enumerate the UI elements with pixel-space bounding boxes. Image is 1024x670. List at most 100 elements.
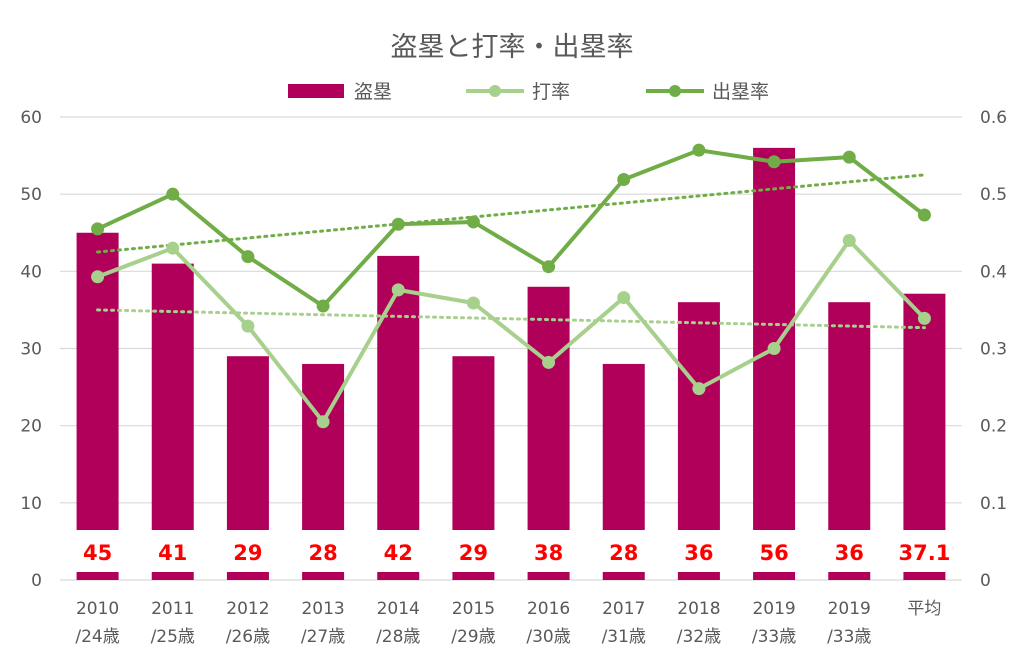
bar-data-label: 28 <box>308 541 337 565</box>
bar-steals-base <box>226 572 269 580</box>
x-tick-label: 2018 <box>677 599 720 619</box>
point-打率 <box>842 233 856 247</box>
line-series <box>91 143 931 429</box>
point-打率 <box>241 319 255 333</box>
trendline-出塁率 <box>96 173 926 254</box>
right-tick-label: 0.3 <box>980 340 1007 360</box>
x-tick-label: 2016 <box>527 599 570 619</box>
point-出塁率 <box>316 299 330 313</box>
x-tick-label-sub: /30歳 <box>526 627 570 647</box>
chart-title: 盗塁と打率・出塁率 <box>391 32 634 63</box>
right-tick-label: 0.4 <box>980 262 1007 282</box>
point-出塁率 <box>391 217 405 231</box>
bar-data-label: 36 <box>835 541 864 565</box>
bar-steals-base <box>677 572 720 580</box>
point-出塁率 <box>91 222 105 236</box>
bar-data-label: 42 <box>384 541 413 565</box>
point-打率 <box>917 311 931 325</box>
bar-data-label: 45 <box>83 541 112 565</box>
right-tick-label: 0.6 <box>980 108 1007 128</box>
left-tick-label: 30 <box>20 340 42 360</box>
point-出塁率 <box>241 250 255 264</box>
bar-steals <box>602 363 645 530</box>
bar-steals-base <box>377 572 420 580</box>
trendline-打率 <box>96 308 926 330</box>
right-tick-label: 0 <box>980 571 991 591</box>
point-打率 <box>91 270 105 284</box>
gridlines <box>60 116 962 581</box>
left-tick-label: 10 <box>20 494 42 514</box>
bar-steals-base <box>76 572 119 580</box>
x-tick-label-sub: /26歳 <box>226 627 270 647</box>
bar-steals-base <box>151 572 194 580</box>
x-tick-label-sub: /31歳 <box>602 627 646 647</box>
point-出塁率 <box>617 173 631 187</box>
x-tick-label-sub: /33歳 <box>752 627 796 647</box>
legend-item: 盗塁 <box>288 81 392 103</box>
point-打率 <box>166 241 180 255</box>
x-axis: 2010/24歳 2011/25歳 2012/26歳 2013/27歳 2014/28歳… <box>75 599 941 647</box>
bar-steals-base <box>753 572 796 580</box>
legend-label: 出塁率 <box>712 81 769 103</box>
bar-series: 45 41 29 28 42 29 38 28 36 56 36 37.1 <box>76 147 951 580</box>
point-打率 <box>391 283 405 297</box>
right-axis: 0 0.1 0.2 0.3 0.4 0.5 0.6 <box>980 108 1007 591</box>
left-tick-label: 40 <box>20 262 42 282</box>
point-出塁率 <box>166 187 180 201</box>
bar-steals <box>151 263 194 530</box>
bar-steals-base <box>903 572 946 580</box>
x-tick-label-sub: /33歳 <box>827 627 871 647</box>
bar-steals <box>302 363 345 530</box>
legend-label: 打率 <box>532 81 570 103</box>
legend-label: 盗塁 <box>354 81 392 103</box>
point-出塁率 <box>466 215 480 229</box>
bar-steals <box>677 302 720 530</box>
bar-data-label: 28 <box>609 541 638 565</box>
right-tick-label: 0.2 <box>980 417 1007 437</box>
bar-data-label: 37.1 <box>899 541 951 565</box>
legend-swatch-marker <box>489 85 501 97</box>
x-tick-label-sub: /32歳 <box>677 627 721 647</box>
point-出塁率 <box>842 150 856 164</box>
bar-steals <box>226 356 269 530</box>
left-tick-label: 20 <box>20 417 42 437</box>
point-出塁率 <box>692 143 706 157</box>
left-tick-label: 0 <box>31 571 42 591</box>
bar-steals-base <box>452 572 495 580</box>
x-tick-label-sub: /28歳 <box>376 627 420 647</box>
point-打率 <box>542 355 556 369</box>
bar-data-label: 29 <box>233 541 262 565</box>
bar-steals <box>753 147 796 530</box>
x-tick-label: 平均 <box>907 599 941 619</box>
legend-swatch-marker <box>669 85 681 97</box>
right-tick-label: 0.1 <box>980 494 1007 514</box>
x-tick-label-sub: /27歳 <box>301 627 345 647</box>
legend-item: 出塁率 <box>646 81 769 103</box>
point-出塁率 <box>917 208 931 222</box>
bar-steals <box>903 293 946 530</box>
point-打率 <box>466 296 480 310</box>
bar-steals <box>828 302 871 530</box>
point-打率 <box>767 342 781 355</box>
bar-data-label: 38 <box>534 541 563 565</box>
bar-steals-base <box>302 572 345 580</box>
point-出塁率 <box>542 260 556 274</box>
bar-data-label: 29 <box>459 541 488 565</box>
bar-steals <box>452 356 495 530</box>
left-tick-label: 50 <box>20 185 42 205</box>
point-出塁率 <box>767 155 781 169</box>
right-tick-label: 0.5 <box>980 185 1007 205</box>
legend-item: 打率 <box>466 81 570 103</box>
x-tick-label: 2013 <box>301 599 344 619</box>
left-tick-label: 60 <box>20 108 42 128</box>
point-打率 <box>316 415 330 429</box>
left-axis: 0 10 20 30 40 50 60 <box>20 108 42 591</box>
bar-data-label: 56 <box>759 541 788 565</box>
line-出塁率 <box>96 148 926 309</box>
x-tick-label-sub: /29歳 <box>451 627 495 647</box>
x-tick-label: 2012 <box>226 599 269 619</box>
bar-data-label: 36 <box>684 541 713 565</box>
line-打率 <box>96 238 926 424</box>
legend-swatch-bar <box>288 84 344 98</box>
legend: 盗塁 打率 出塁率 <box>288 81 769 103</box>
